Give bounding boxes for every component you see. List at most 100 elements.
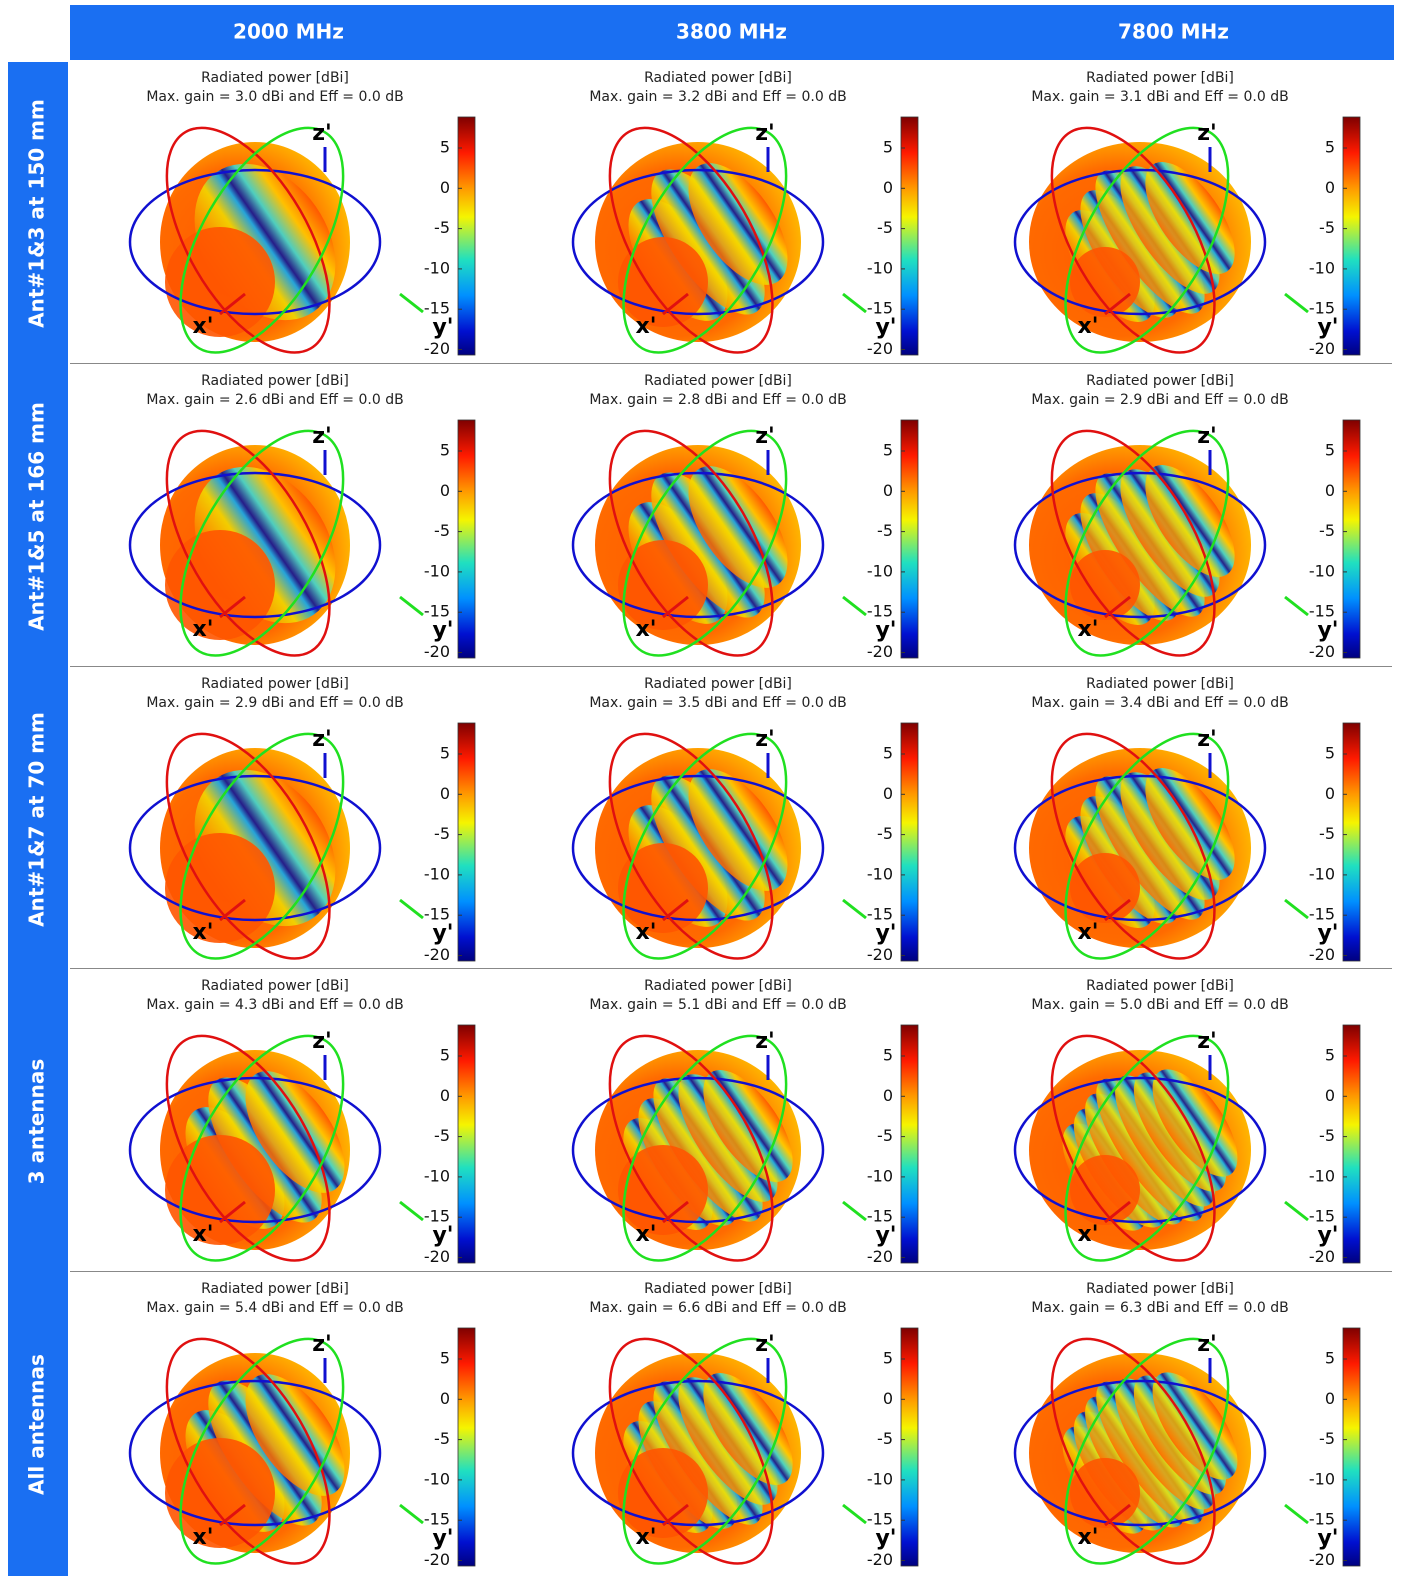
pattern-cell: Radiated power [dBi] Max. gain = 3.1 dBi … — [1013, 70, 1361, 358]
colorbar-tick-label: 5 — [440, 1349, 450, 1368]
axis-x — [662, 898, 689, 922]
axis-y — [842, 1200, 867, 1222]
axis-label-y: y' — [875, 315, 896, 340]
ring-xz — [1050, 732, 1216, 960]
ring-xy — [128, 1379, 382, 1527]
ring-yz — [179, 732, 345, 960]
colorbar-tick-label: 5 — [440, 1046, 450, 1065]
axis-label-z: z' — [1197, 727, 1217, 752]
cell-subtitle: Max. gain = 3.0 dBi and Eff = 0.0 dB — [146, 89, 403, 105]
pattern-front-lobe — [165, 227, 275, 337]
colorbar — [1342, 419, 1361, 659]
colorbar-tick-label: -15 — [867, 1207, 893, 1226]
ring-xy — [571, 774, 825, 922]
colorbar-tick-label: -20 — [424, 945, 450, 964]
axis-x — [1104, 292, 1131, 316]
axis-label-z: z' — [1197, 424, 1217, 449]
axis-label-y: y' — [432, 1526, 453, 1551]
colorbar-tick-label: -5 — [877, 218, 893, 237]
ring-xz — [165, 1034, 331, 1262]
cell-title: Radiated power [dBi] — [1086, 978, 1234, 994]
colorbar-tick-label: -15 — [424, 905, 450, 924]
ring-xy — [128, 168, 382, 316]
pattern-cell: Radiated power [dBi] Max. gain = 2.8 dBi … — [571, 373, 919, 661]
ring-xy — [571, 1076, 825, 1224]
colorbar-tick-label: 0 — [1325, 1389, 1335, 1408]
pattern-cell: Radiated power [dBi] Max. gain = 6.3 dBi … — [1013, 1281, 1361, 1569]
colorbar — [900, 722, 919, 962]
axis-y — [399, 1200, 424, 1222]
cell-title: Radiated power [dBi] — [644, 1281, 792, 1297]
row-header-bar — [8, 970, 68, 1273]
ring-yz — [622, 429, 788, 657]
axis-label-x: x' — [636, 617, 657, 642]
ring-xy — [128, 471, 382, 619]
pattern-front-lobe — [165, 833, 275, 943]
colorbar-tick-label: 0 — [883, 1389, 893, 1408]
colorbar-tick-label: 5 — [1325, 744, 1335, 763]
colorbar — [1342, 722, 1361, 962]
colorbar-tick-label: -5 — [434, 824, 450, 843]
axis-label-x: x' — [193, 1222, 214, 1247]
ring-xz — [165, 732, 331, 960]
colorbar-tick-label: -5 — [877, 1429, 893, 1448]
cell-title: Radiated power [dBi] — [201, 70, 349, 86]
colorbar-tick-label: -10 — [424, 1166, 450, 1185]
pattern-cell: Radiated power [dBi] Max. gain = 3.4 dBi … — [1013, 676, 1361, 964]
pattern-front-lobe — [618, 1145, 708, 1235]
cell-title: Radiated power [dBi] — [201, 1281, 349, 1297]
ring-yz — [1064, 126, 1230, 354]
axis-x — [1104, 898, 1131, 922]
cell-subtitle: Max. gain = 3.2 dBi and Eff = 0.0 dB — [589, 89, 846, 105]
pattern-front-lobe — [618, 540, 708, 630]
axis-x — [219, 1503, 246, 1527]
colorbar — [457, 722, 476, 962]
ring-xz — [608, 1034, 774, 1262]
pattern-front-lobe — [165, 530, 275, 640]
axis-label-z: z' — [312, 424, 332, 449]
axis-label-z: z' — [1197, 1332, 1217, 1357]
axis-y — [842, 898, 867, 920]
colorbar-tick-label: -10 — [424, 1469, 450, 1488]
row-header-bar — [8, 62, 68, 365]
pattern-lobe — [1152, 1069, 1238, 1177]
colorbar-tick-label: -15 — [424, 1207, 450, 1226]
colorbar-tick-label: -15 — [867, 905, 893, 924]
ring-yz — [179, 126, 345, 354]
pattern-cell: Radiated power [dBi] Max. gain = 6.6 dBi … — [571, 1281, 919, 1569]
colorbar — [1342, 116, 1361, 356]
colorbar-tick-label: -15 — [867, 602, 893, 621]
axis-x — [219, 292, 246, 316]
colorbar-tick-label: -20 — [424, 1550, 450, 1569]
axis-y — [399, 595, 424, 617]
column-header: 2000 MHz — [233, 20, 344, 44]
colorbar-tick-label: -10 — [424, 864, 450, 883]
colorbar-tick-label: -15 — [424, 299, 450, 318]
colorbar — [900, 1327, 919, 1567]
colorbar-tick-label: -5 — [877, 1126, 893, 1145]
colorbar-tick-label: 0 — [1325, 784, 1335, 803]
colorbar — [900, 419, 919, 659]
colorbar — [457, 1327, 476, 1567]
colorbar-tick-label: 5 — [883, 1349, 893, 1368]
axis-label-y: y' — [1317, 315, 1338, 340]
cell-title: Radiated power [dBi] — [644, 978, 792, 994]
cell-title: Radiated power [dBi] — [1086, 676, 1234, 692]
axis-label-z: z' — [755, 727, 775, 752]
colorbar-tick-label: 0 — [440, 784, 450, 803]
colorbar-tick-label: 5 — [440, 744, 450, 763]
axis-label-x: x' — [636, 1222, 657, 1247]
ring-xy — [1013, 471, 1267, 619]
axis-label-y: y' — [432, 1223, 453, 1248]
colorbar-tick-label: -20 — [424, 1247, 450, 1266]
ring-yz — [622, 1337, 788, 1565]
ring-xz — [608, 1337, 774, 1565]
colorbar-tick-label: 0 — [883, 1086, 893, 1105]
cell-subtitle: Max. gain = 6.3 dBi and Eff = 0.0 dB — [1031, 1300, 1288, 1316]
axis-label-x: x' — [193, 920, 214, 945]
axis-label-z: z' — [312, 121, 332, 146]
cell-title: Radiated power [dBi] — [644, 70, 792, 86]
ring-xz — [608, 429, 774, 657]
ring-yz — [1064, 1034, 1230, 1262]
colorbar-tick-label: 0 — [1325, 1086, 1335, 1105]
